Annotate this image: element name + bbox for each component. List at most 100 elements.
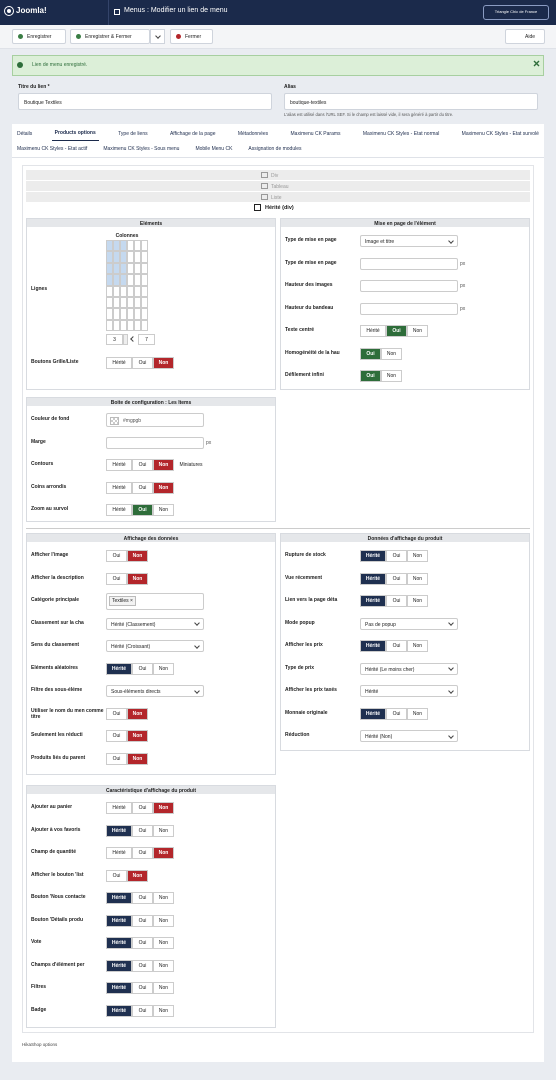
toggle-option[interactable]: Hérité	[106, 914, 132, 927]
toggle-option[interactable]: Non	[127, 869, 148, 882]
toggle-option[interactable]: Non	[153, 824, 174, 837]
toggle-option[interactable]: Oui	[132, 959, 153, 972]
toggle-option[interactable]: Hérité	[360, 707, 386, 720]
layout-option-bar[interactable]	[26, 192, 530, 202]
tab[interactable]: Assignation de modules	[248, 145, 302, 152]
toolbar-button[interactable]: Fermer	[170, 29, 213, 44]
grid-cell[interactable]	[127, 285, 134, 297]
toggle-option[interactable]: Non	[127, 752, 148, 765]
grid-cell[interactable]	[120, 297, 127, 309]
toggle-option[interactable]: Oui	[132, 824, 153, 837]
toggle-option[interactable]: Miniatures	[174, 459, 208, 471]
grid-cell[interactable]	[106, 274, 113, 286]
close-icon[interactable]	[533, 60, 540, 68]
color-input[interactable]: #mgpgb	[106, 413, 204, 427]
grid-cell[interactable]	[106, 297, 113, 309]
toggle-option[interactable]: Non	[407, 640, 428, 652]
toggle-option[interactable]: Non	[127, 730, 148, 742]
toggle-option[interactable]: Hérité	[106, 892, 132, 904]
toggle-option[interactable]: Non	[127, 707, 148, 720]
toggle-option[interactable]: Oui	[106, 869, 127, 882]
grid-cell[interactable]	[127, 251, 134, 263]
tab[interactable]: Maximenu CK Styles - Sous menu	[103, 145, 180, 152]
select[interactable]: Hérité (Classement)	[106, 617, 204, 630]
grid-cell[interactable]	[113, 297, 120, 309]
tab[interactable]: Détails	[17, 130, 33, 137]
grid-cell[interactable]	[106, 285, 113, 297]
toggle-option[interactable]: Hérité	[106, 662, 132, 675]
toggle-option[interactable]: Oui	[386, 550, 407, 562]
tab[interactable]: Mobile Menu CK	[195, 145, 233, 152]
select[interactable]: Hérité (Non)	[360, 730, 458, 742]
tab[interactable]: Maximenu CK Styles - Etat normal	[362, 130, 440, 137]
text-input[interactable]	[106, 436, 204, 449]
grid-cell[interactable]	[113, 319, 120, 332]
grid-cell[interactable]	[127, 308, 134, 320]
toggle-option[interactable]: Hérité	[106, 504, 132, 516]
grid-cell[interactable]	[113, 285, 120, 297]
toggle-option[interactable]: Hérité	[360, 640, 386, 652]
tab[interactable]: Affichage de la page	[169, 130, 216, 137]
toggle-option[interactable]: Non	[381, 347, 402, 360]
grid-cell[interactable]	[113, 274, 120, 286]
grid-cell[interactable]	[120, 262, 127, 275]
toggle-option[interactable]: Hérité	[106, 802, 132, 814]
toggle-option[interactable]: Non	[153, 459, 174, 471]
toggle-option[interactable]: Oui	[106, 730, 127, 742]
toggle-option[interactable]: Oui	[106, 707, 127, 720]
toggle-option[interactable]: Non	[407, 595, 428, 607]
toggle-option[interactable]: Non	[127, 550, 148, 562]
text-input[interactable]: Boutique Textiles	[18, 93, 272, 110]
grid-cell[interactable]	[113, 262, 120, 275]
grid-cell[interactable]	[127, 240, 134, 252]
grid-cell[interactable]	[127, 297, 134, 309]
select[interactable]: Hérité (Croissant)	[106, 640, 204, 652]
grid-cell[interactable]	[113, 251, 120, 263]
grid-cell[interactable]	[120, 285, 127, 297]
grid-cell[interactable]	[141, 285, 148, 297]
grid-cell[interactable]	[141, 262, 148, 275]
toggle-option[interactable]: Hérité	[106, 824, 132, 837]
tab[interactable]: Maximenu CK Params	[290, 130, 341, 137]
grid-cell[interactable]	[134, 251, 141, 263]
toggle-option[interactable]: Oui	[106, 550, 127, 562]
toggle-option[interactable]: Non	[407, 572, 428, 585]
grid-cell[interactable]	[106, 308, 113, 320]
toggle-option[interactable]: Oui	[132, 914, 153, 927]
toggle-option[interactable]: Non	[153, 959, 174, 972]
toggle-option[interactable]: Oui	[132, 357, 153, 369]
toggle-option[interactable]: Non	[153, 802, 174, 814]
text-input[interactable]	[360, 302, 458, 315]
toggle-option[interactable]: Oui	[132, 504, 153, 516]
toggle-option[interactable]: Non	[407, 325, 428, 337]
tag[interactable]: Textiles ×	[109, 596, 136, 606]
select[interactable]: Hérité	[360, 685, 458, 697]
toggle-option[interactable]: Oui	[132, 892, 153, 904]
toggle-option[interactable]: Hérité	[106, 1004, 132, 1017]
toggle-option[interactable]: Oui	[386, 595, 407, 607]
grid-cell[interactable]	[134, 319, 141, 332]
grid-cell[interactable]	[141, 274, 148, 286]
toggle-option[interactable]: Oui	[132, 937, 153, 949]
toggle-option[interactable]: Hérité	[106, 481, 132, 494]
grid-cell[interactable]	[134, 308, 141, 320]
toggle-option[interactable]: Oui	[386, 572, 407, 585]
grid-cell[interactable]	[134, 297, 141, 309]
toggle-option[interactable]: Hérité	[106, 357, 132, 369]
toggle-option[interactable]: Oui	[132, 459, 153, 471]
toggle-option[interactable]: Oui	[386, 325, 407, 337]
toggle-option[interactable]: Non	[153, 481, 174, 494]
grid-cell[interactable]	[141, 240, 148, 252]
grid-cell[interactable]	[106, 251, 113, 263]
grid-cell[interactable]	[141, 319, 148, 332]
toggle-option[interactable]: Hérité	[106, 982, 132, 994]
toggle-option[interactable]: Non	[407, 707, 428, 720]
toggle-option[interactable]: Non	[153, 662, 174, 675]
grid-cell[interactable]	[141, 297, 148, 309]
toolbar-button[interactable]: Enregistrer	[12, 29, 66, 44]
dropdown-toggle[interactable]	[150, 29, 165, 44]
toggle-option[interactable]: Non	[407, 550, 428, 562]
toggle-option[interactable]: Oui	[106, 752, 127, 765]
tab[interactable]: Maximenu CK Styles - Etat actif	[17, 145, 88, 152]
toggle-option[interactable]: Non	[153, 357, 174, 369]
